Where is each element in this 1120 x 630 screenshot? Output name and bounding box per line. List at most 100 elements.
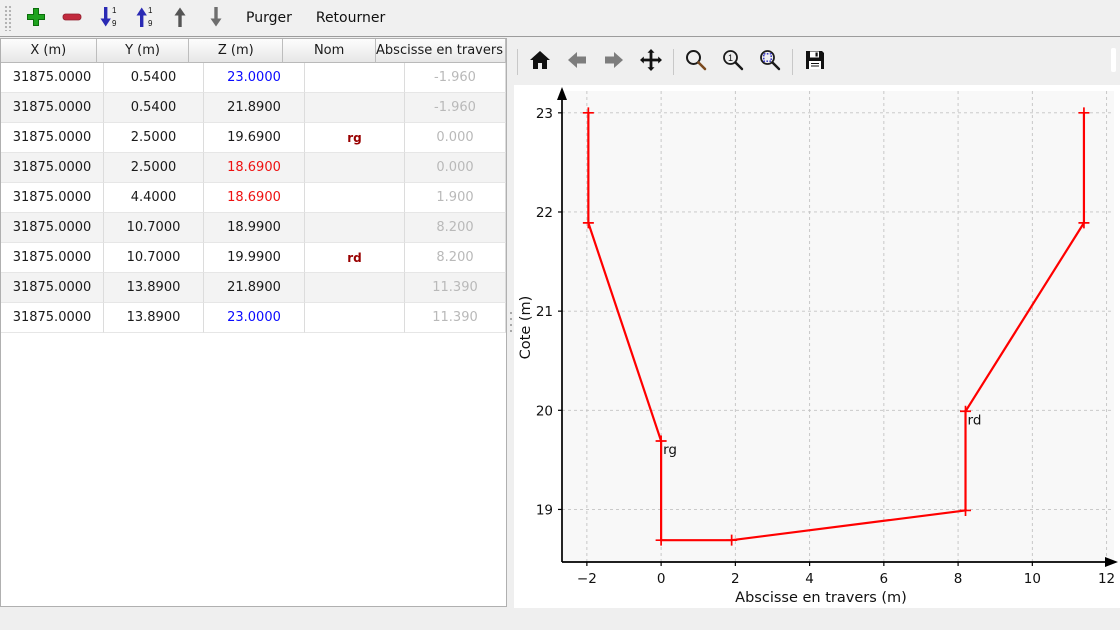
x-tick-label: −2 <box>577 571 597 587</box>
cell-abscisse: 8.200 <box>405 213 506 243</box>
header-x[interactable]: X (m) <box>1 39 97 63</box>
cell-nom[interactable] <box>305 93 405 123</box>
cell-x[interactable]: 31875.0000 <box>1 93 104 123</box>
cell-y[interactable]: 0.5400 <box>104 93 204 123</box>
cell-z[interactable]: 21.8900 <box>204 93 305 123</box>
cell-nom[interactable] <box>305 273 405 303</box>
cell-nom[interactable]: rd <box>305 243 405 273</box>
y-tick-label: 19 <box>536 502 553 518</box>
x-tick-label: 8 <box>954 571 963 587</box>
cell-nom[interactable] <box>305 213 405 243</box>
zoom-button[interactable] <box>681 47 711 77</box>
svg-text:1: 1 <box>112 6 117 15</box>
cell-y[interactable]: 4.4000 <box>104 183 204 213</box>
back-view-button[interactable] <box>562 47 592 77</box>
cell-abscisse: 8.200 <box>405 243 506 273</box>
toolbar-separator <box>792 48 793 75</box>
status-bar <box>0 608 1120 630</box>
cell-y[interactable]: 10.7000 <box>104 243 204 273</box>
save-figure-button[interactable] <box>800 47 830 77</box>
y-axis-arrow-icon <box>557 87 567 100</box>
y-tick-label: 23 <box>536 106 553 122</box>
scrollbar-thumb[interactable] <box>1111 48 1116 72</box>
cell-nom[interactable]: rg <box>305 123 405 153</box>
move-down-button[interactable] <box>200 2 232 34</box>
add-point-button[interactable] <box>20 2 52 34</box>
cell-x[interactable]: 31875.0000 <box>1 63 104 93</box>
cell-abscisse: -1.960 <box>405 93 506 123</box>
splitter-handle-icon <box>509 310 512 336</box>
remove-point-button[interactable] <box>56 2 88 34</box>
cell-x[interactable]: 31875.0000 <box>1 213 104 243</box>
table-row[interactable]: 31875.0000 0.5400 21.8900 -1.960 <box>1 93 506 123</box>
table-row[interactable]: 31875.0000 10.7000 18.9900 8.200 <box>1 213 506 243</box>
zoom-region-button[interactable] <box>755 47 785 77</box>
header-y[interactable]: Y (m) <box>96 39 190 63</box>
cell-x[interactable]: 31875.0000 <box>1 153 104 183</box>
zoom-original-button[interactable]: 1 <box>718 47 748 77</box>
table-row[interactable]: 31875.0000 13.8900 21.8900 11.390 <box>1 273 506 303</box>
table-row[interactable]: 31875.0000 2.5000 19.6900 rg 0.000 <box>1 123 506 153</box>
cell-y[interactable]: 10.7000 <box>104 213 204 243</box>
cell-nom[interactable] <box>305 63 405 93</box>
purger-button[interactable]: Purger <box>236 2 302 34</box>
save-icon <box>804 49 826 74</box>
sort-ascending-icon: 1 9 <box>97 5 119 32</box>
header-abscisse[interactable]: Abscisse en travers <box>376 39 506 63</box>
move-up-button[interactable] <box>164 2 196 34</box>
cell-y[interactable]: 0.5400 <box>104 63 204 93</box>
cell-x[interactable]: 31875.0000 <box>1 303 104 333</box>
table-row[interactable]: 31875.0000 13.8900 23.0000 11.390 <box>1 303 506 333</box>
y-axis-label: Cote (m) <box>518 296 534 360</box>
table-row[interactable]: 31875.0000 10.7000 19.9900 rd 8.200 <box>1 243 506 273</box>
cell-z[interactable]: 21.8900 <box>204 273 305 303</box>
cell-y[interactable]: 13.8900 <box>104 303 204 333</box>
toolbar-drag-handle[interactable] <box>4 5 12 31</box>
table-row[interactable]: 31875.0000 4.4000 18.6900 1.900 <box>1 183 506 213</box>
cell-z[interactable]: 19.9900 <box>204 243 305 273</box>
sort-ascending-button[interactable]: 1 9 <box>92 2 124 34</box>
cell-abscisse: -1.960 <box>405 63 506 93</box>
cell-x[interactable]: 31875.0000 <box>1 243 104 273</box>
cell-y[interactable]: 2.5000 <box>104 123 204 153</box>
cell-x[interactable]: 31875.0000 <box>1 273 104 303</box>
cell-z[interactable]: 18.6900 <box>204 153 305 183</box>
point-label-rd: rd <box>968 412 982 428</box>
panel-splitter[interactable] <box>507 38 514 608</box>
cell-z[interactable]: 18.9900 <box>204 213 305 243</box>
zoom-icon <box>684 48 708 75</box>
y-tick-label: 21 <box>536 304 553 320</box>
svg-text:9: 9 <box>148 19 153 28</box>
cell-x[interactable]: 31875.0000 <box>1 123 104 153</box>
main-toolbar: 1 9 1 9 Pur <box>0 0 1120 37</box>
zoom-one-icon: 1 <box>721 48 745 75</box>
cell-z[interactable]: 23.0000 <box>204 303 305 333</box>
cell-nom[interactable] <box>305 303 405 333</box>
pan-button[interactable] <box>636 47 666 77</box>
cell-y[interactable]: 2.5000 <box>104 153 204 183</box>
retourner-button[interactable]: Retourner <box>306 2 395 34</box>
remove-icon <box>61 6 83 31</box>
sort-descending-button[interactable]: 1 9 <box>128 2 160 34</box>
cell-z[interactable]: 23.0000 <box>204 63 305 93</box>
profile-figure: −2 0 2 4 6 8 10 12 19 20 21 22 23 Abscisse en travers… <box>514 85 1120 608</box>
cell-z[interactable]: 19.6900 <box>204 123 305 153</box>
sort-descending-icon: 1 9 <box>133 5 155 32</box>
cell-z[interactable]: 18.6900 <box>204 183 305 213</box>
cell-abscisse: 0.000 <box>405 123 506 153</box>
table-row[interactable]: 31875.0000 0.5400 23.0000 -1.960 <box>1 63 506 93</box>
cell-y[interactable]: 13.8900 <box>104 273 204 303</box>
header-z[interactable]: Z (m) <box>189 39 284 63</box>
home-icon <box>528 49 552 74</box>
cell-nom[interactable] <box>305 183 405 213</box>
forward-view-button[interactable] <box>599 47 629 77</box>
table-row[interactable]: 31875.0000 2.5000 18.6900 0.000 <box>1 153 506 183</box>
x-axis-arrow-icon <box>1105 557 1118 567</box>
move-up-icon <box>170 5 190 32</box>
cell-nom[interactable] <box>305 153 405 183</box>
x-tick-label: 4 <box>805 571 814 587</box>
plot-canvas[interactable]: −2 0 2 4 6 8 10 12 19 20 21 22 23 Abscisse en travers… <box>514 85 1120 608</box>
cell-x[interactable]: 31875.0000 <box>1 183 104 213</box>
header-nom[interactable]: Nom <box>283 39 377 63</box>
home-view-button[interactable] <box>525 47 555 77</box>
